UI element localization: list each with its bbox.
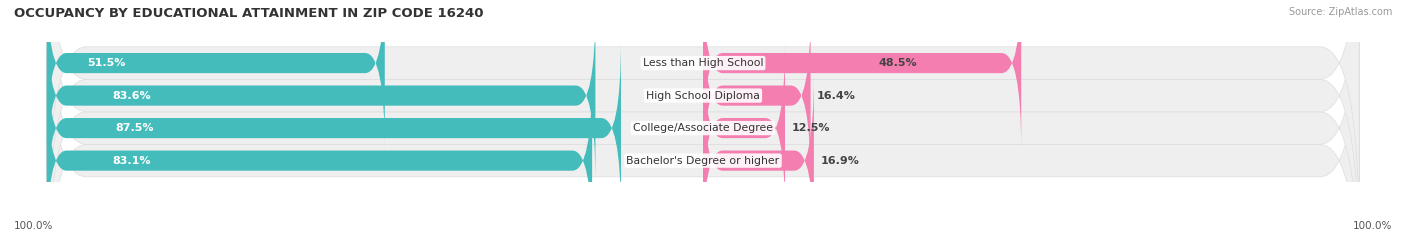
FancyBboxPatch shape	[46, 0, 1360, 233]
Text: 83.1%: 83.1%	[112, 156, 150, 166]
Text: Source: ZipAtlas.com: Source: ZipAtlas.com	[1288, 7, 1392, 17]
Text: College/Associate Degree: College/Associate Degree	[633, 123, 773, 133]
FancyBboxPatch shape	[46, 0, 1360, 233]
FancyBboxPatch shape	[46, 0, 385, 151]
Text: 48.5%: 48.5%	[877, 58, 917, 68]
Text: 100.0%: 100.0%	[1353, 221, 1392, 231]
FancyBboxPatch shape	[46, 0, 1360, 233]
FancyBboxPatch shape	[703, 0, 1021, 151]
Text: OCCUPANCY BY EDUCATIONAL ATTAINMENT IN ZIP CODE 16240: OCCUPANCY BY EDUCATIONAL ATTAINMENT IN Z…	[14, 7, 484, 20]
FancyBboxPatch shape	[46, 0, 1360, 233]
Text: 83.6%: 83.6%	[112, 91, 152, 101]
FancyBboxPatch shape	[46, 41, 621, 216]
Text: 16.4%: 16.4%	[817, 91, 856, 101]
FancyBboxPatch shape	[703, 41, 785, 216]
Text: 16.9%: 16.9%	[821, 156, 859, 166]
Text: Bachelor's Degree or higher: Bachelor's Degree or higher	[627, 156, 779, 166]
Text: 12.5%: 12.5%	[792, 123, 830, 133]
Text: 100.0%: 100.0%	[14, 221, 53, 231]
FancyBboxPatch shape	[703, 73, 814, 233]
Text: High School Diploma: High School Diploma	[647, 91, 759, 101]
FancyBboxPatch shape	[46, 8, 595, 183]
Text: 87.5%: 87.5%	[115, 123, 155, 133]
FancyBboxPatch shape	[46, 73, 592, 233]
Text: 51.5%: 51.5%	[87, 58, 125, 68]
FancyBboxPatch shape	[703, 8, 811, 183]
Text: Less than High School: Less than High School	[643, 58, 763, 68]
